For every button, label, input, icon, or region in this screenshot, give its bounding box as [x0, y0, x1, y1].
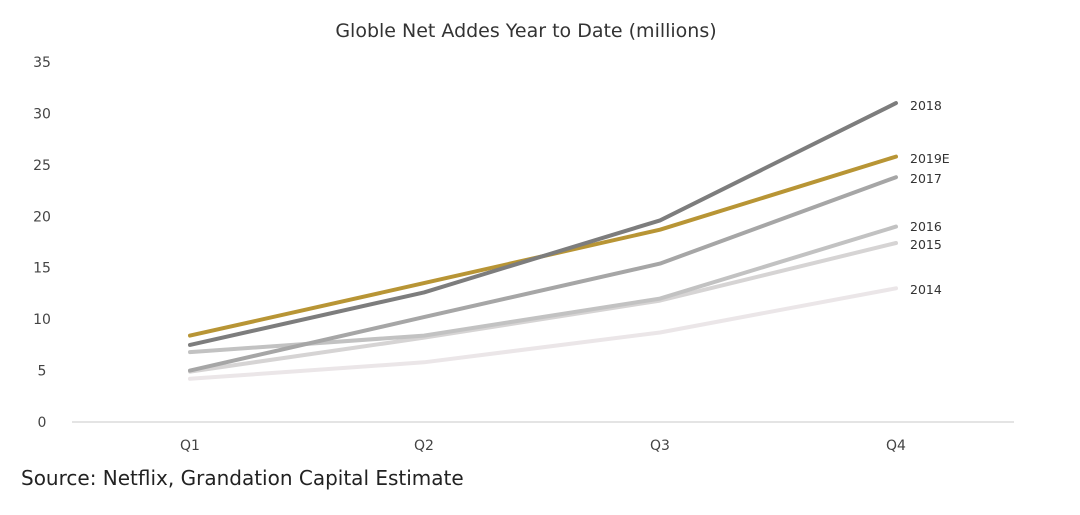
- y-tick-label: 15: [33, 261, 51, 277]
- series-label-2014: 2014: [910, 282, 942, 297]
- series-line-2014: [188, 286, 898, 381]
- y-tick-label: 25: [33, 158, 51, 174]
- x-tick-label: Q4: [886, 438, 906, 454]
- series-label-2017: 2017: [910, 171, 942, 186]
- y-tick-label: 30: [33, 106, 51, 122]
- chart-title: Globle Net Addes Year to Date (millions): [335, 20, 716, 42]
- series-line-2017: [188, 175, 898, 373]
- y-tick-label: 10: [33, 312, 51, 328]
- y-tick-label: 0: [38, 415, 47, 431]
- y-tick-label: 35: [33, 55, 51, 71]
- y-tick-label: 5: [38, 364, 47, 380]
- x-tick-label: Q1: [180, 438, 200, 454]
- source-note: Source: Netflix, Grandation Capital Esti…: [21, 466, 464, 490]
- series-line-2015: [188, 241, 898, 374]
- series-label-2016: 2016: [910, 219, 942, 234]
- x-tick-label: Q2: [414, 438, 434, 454]
- series-label-2019e: 2019E: [910, 151, 950, 166]
- series-label-2015: 2015: [910, 237, 942, 252]
- series-line-2018: [188, 101, 898, 347]
- x-tick-label: Q3: [650, 438, 670, 454]
- series-label-2018: 2018: [910, 98, 942, 113]
- y-tick-label: 20: [33, 209, 51, 225]
